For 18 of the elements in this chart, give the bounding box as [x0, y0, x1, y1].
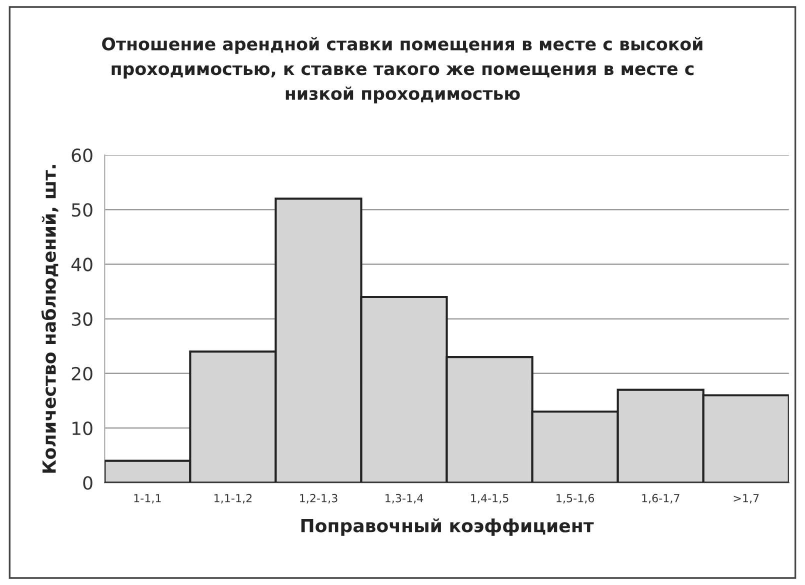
y-tick-label: 60	[72, 148, 92, 162]
y-tick-label: 30	[72, 312, 92, 326]
y-tick-label: 40	[71, 258, 92, 272]
x-tick-label: 1,2-1,3	[300, 494, 338, 504]
y-axis-title: Количество наблюдений, шт.	[41, 165, 58, 473]
x-tick-label: 1-1,1	[134, 494, 161, 504]
y-tick-label: 10	[72, 421, 92, 436]
x-tick-label: >1,7	[734, 494, 759, 504]
chart-title: Отношение арендной ставки помещения в месте с высокой проходимостью, к ставке такого же помещения в месте с низкой проходимостью	[102, 36, 702, 104]
x-tick-label: 1,4-1,5	[471, 494, 508, 504]
y-tick-label: 20	[72, 366, 92, 381]
x-tick-label: 1,6-1,7	[642, 494, 680, 504]
x-tick-label: 1,1-1,2	[214, 494, 252, 504]
y-tick-label: 0	[83, 476, 92, 490]
x-tick-label: 1,3-1,4	[386, 494, 424, 504]
x-axis-title: Поправочный коэффициент	[301, 518, 594, 536]
x-tick-label: 1,5-1,6	[556, 494, 594, 504]
y-tick-label: 50	[72, 203, 92, 217]
